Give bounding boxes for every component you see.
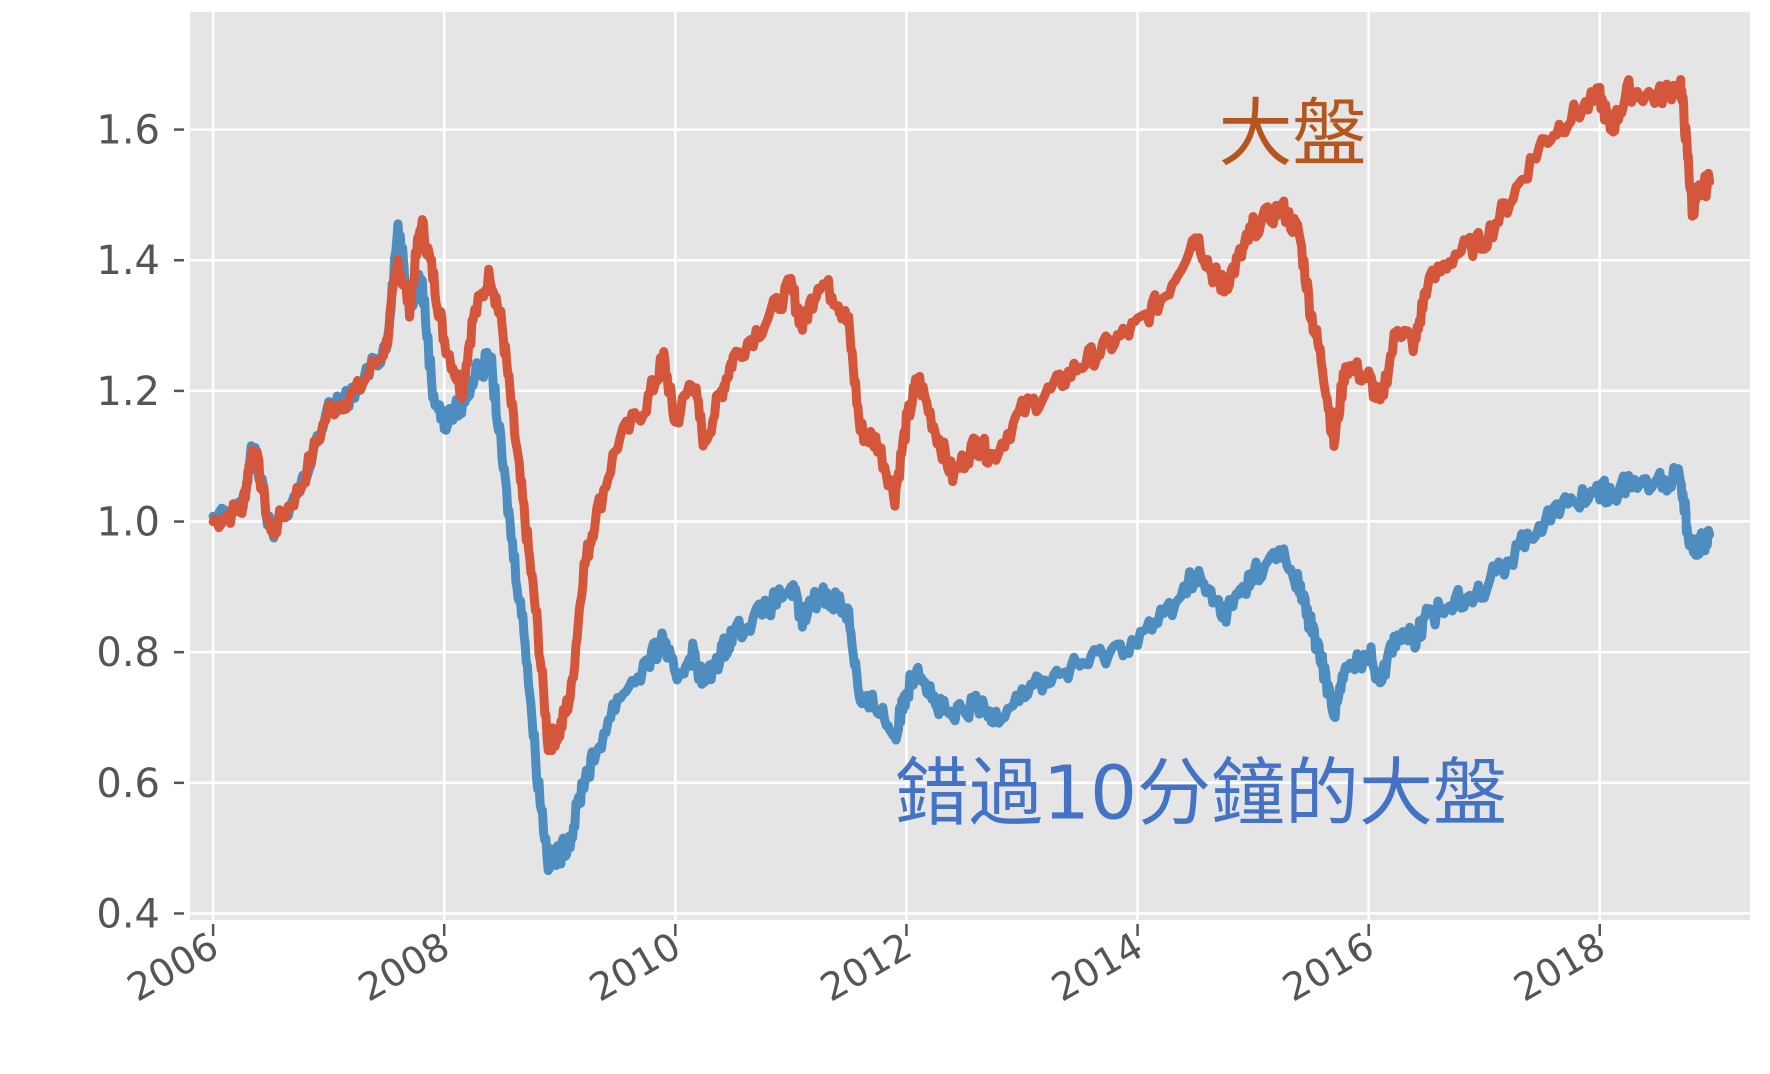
annotation-layer: 大盤 錯過10分鐘的大盤 bbox=[895, 91, 1507, 837]
series-layer bbox=[208, 75, 1715, 876]
x-tick-label: 2010 bbox=[582, 924, 688, 1010]
grid-layer bbox=[190, 12, 1750, 920]
y-tick-label: 1.2 bbox=[96, 369, 160, 415]
y-tick-label: 1.0 bbox=[96, 500, 160, 546]
series-1 bbox=[208, 219, 1715, 876]
y-tick-label: 0.6 bbox=[96, 761, 160, 807]
series-line bbox=[208, 75, 1715, 756]
series-0 bbox=[208, 75, 1715, 756]
x-tick-label: 2014 bbox=[1044, 924, 1150, 1010]
y-tick-label: 0.8 bbox=[96, 630, 160, 676]
annotation-label-market: 大盤 bbox=[1218, 91, 1366, 177]
y-tick-label: 1.6 bbox=[96, 108, 160, 154]
y-tick-label: 1.4 bbox=[96, 238, 160, 284]
y-tick-label: 0.4 bbox=[96, 891, 160, 937]
annotation-label-missed-10-minutes: 錯過10分鐘的大盤 bbox=[895, 751, 1507, 837]
x-tick-label: 2012 bbox=[813, 924, 919, 1010]
series-line bbox=[208, 219, 1715, 876]
x-tick-label: 2018 bbox=[1507, 924, 1613, 1010]
x-tick-label: 2008 bbox=[351, 924, 457, 1010]
x-tick-label: 2016 bbox=[1275, 924, 1381, 1010]
